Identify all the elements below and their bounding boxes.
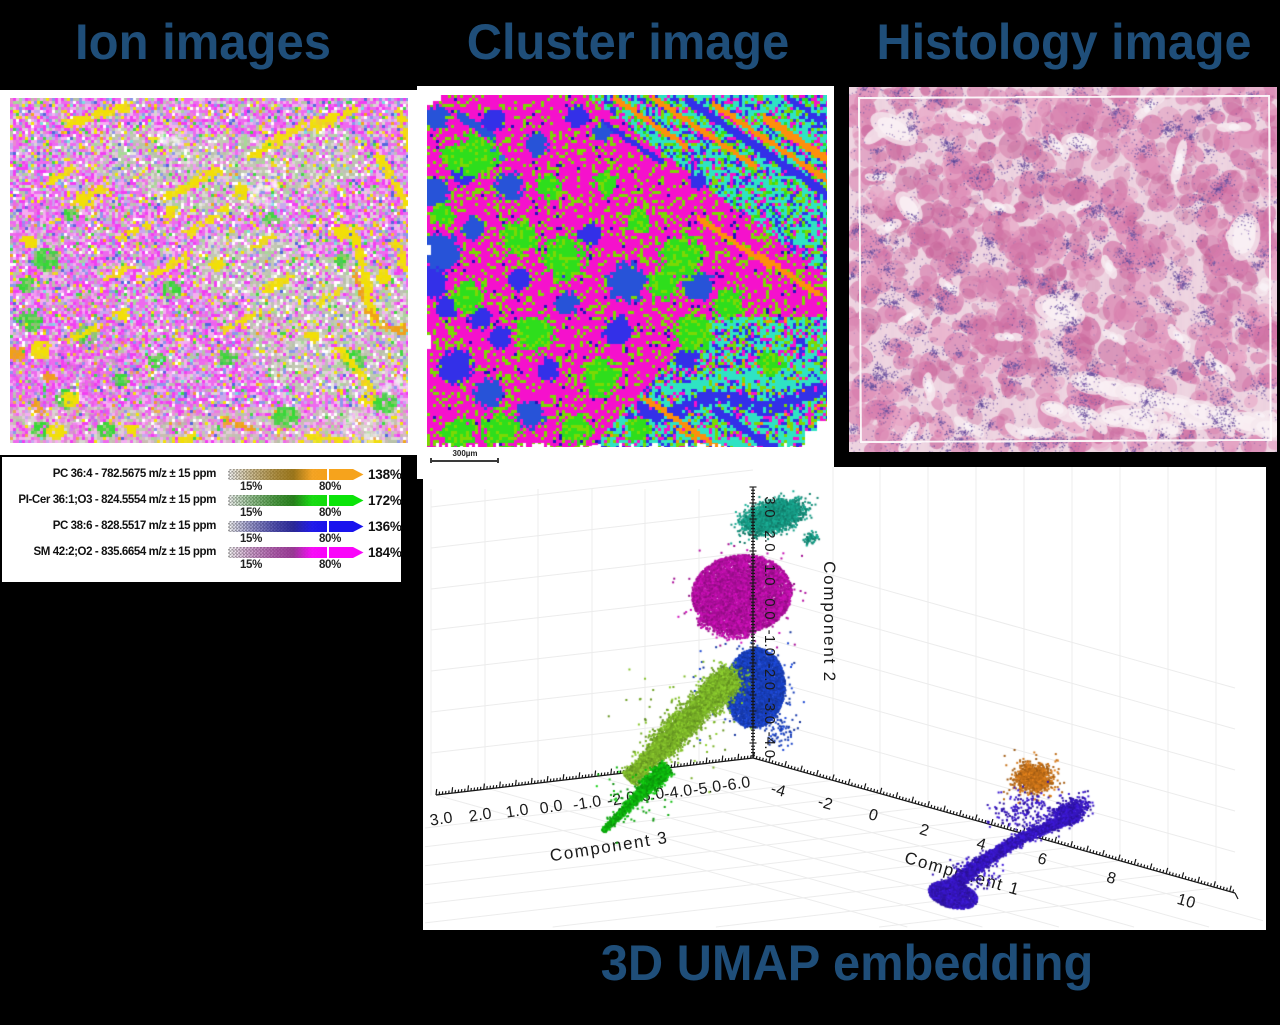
- svg-text:-3.0: -3.0: [761, 698, 778, 725]
- svg-text:-4.0: -4.0: [761, 732, 778, 759]
- svg-text:-1.0: -1.0: [761, 630, 778, 657]
- svg-text:3.0: 3.0: [761, 496, 778, 517]
- svg-text:1.0: 1.0: [761, 564, 778, 585]
- svg-text:0.0: 0.0: [761, 598, 778, 619]
- svg-text:2.0: 2.0: [761, 530, 778, 551]
- svg-text:Component 2: Component 2: [820, 561, 839, 683]
- svg-text:-2.0: -2.0: [761, 664, 778, 691]
